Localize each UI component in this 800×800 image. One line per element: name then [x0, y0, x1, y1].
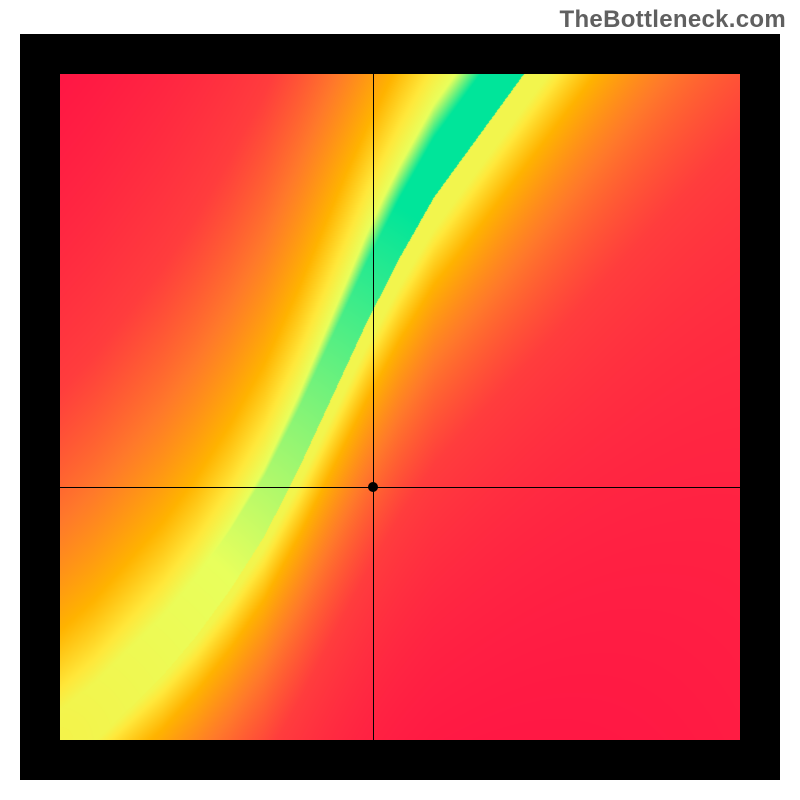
- crosshair-horizontal: [60, 487, 740, 488]
- heatmap-plot: [60, 74, 740, 740]
- watermark-text: TheBottleneck.com: [560, 6, 786, 34]
- marker-dot: [368, 482, 378, 492]
- heatmap-canvas: [60, 74, 740, 740]
- crosshair-vertical: [373, 74, 374, 740]
- chart-frame: [20, 34, 780, 780]
